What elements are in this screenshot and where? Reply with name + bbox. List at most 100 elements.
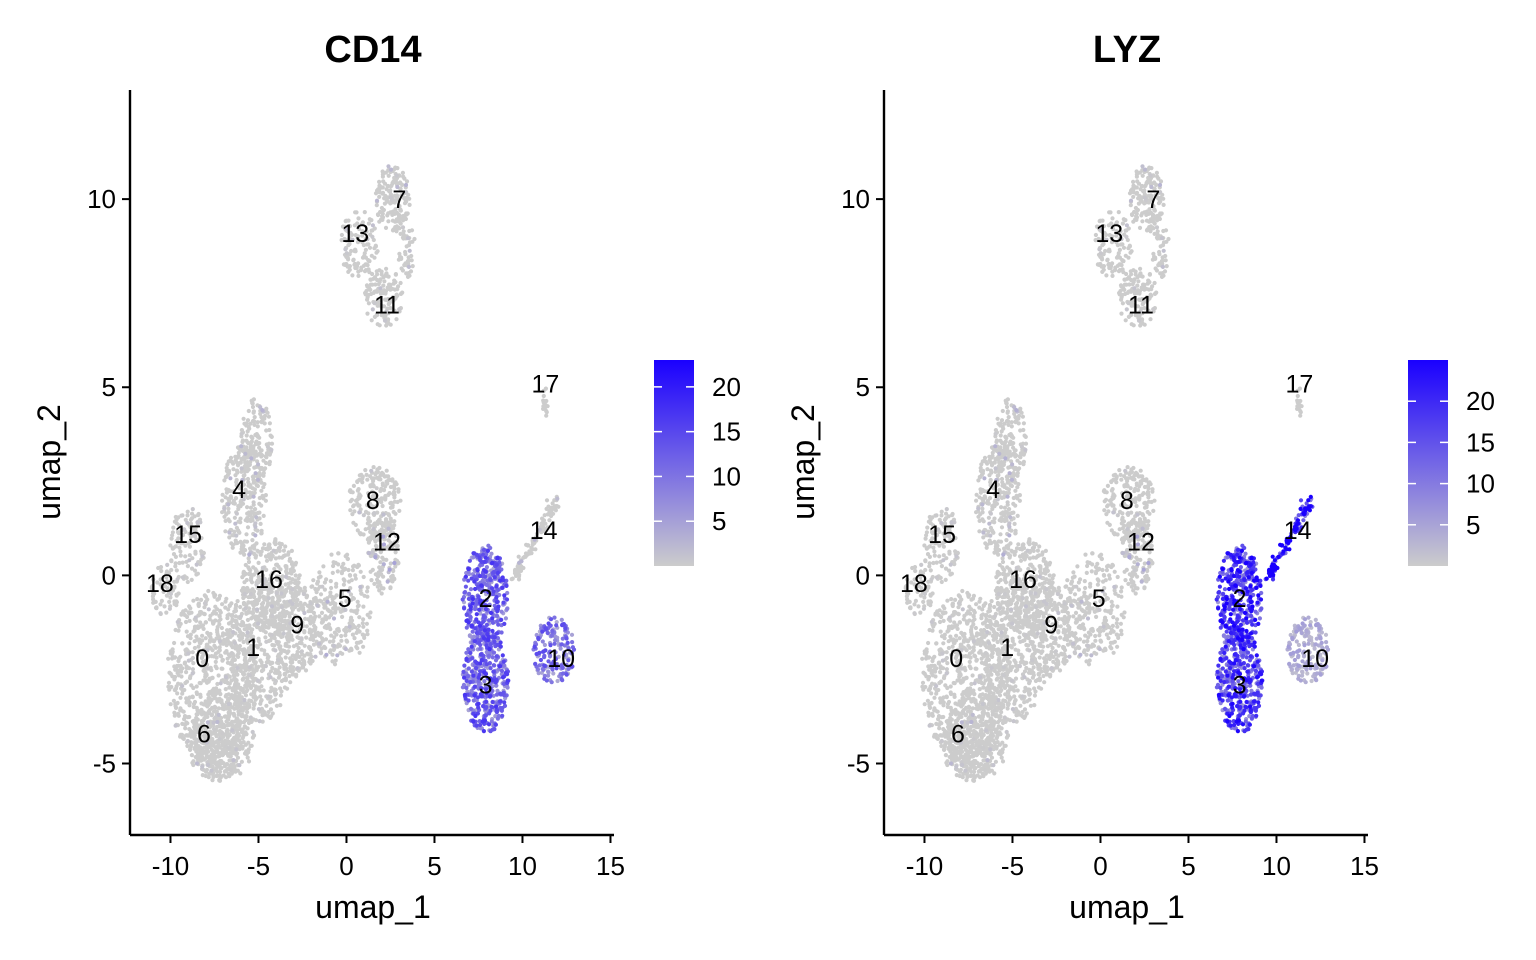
cell-point bbox=[182, 660, 188, 665]
cell-point bbox=[200, 633, 205, 638]
cell-point bbox=[373, 548, 378, 553]
cell-point bbox=[949, 597, 954, 602]
cell-point bbox=[283, 589, 289, 594]
cell-point bbox=[941, 727, 946, 732]
cell-point bbox=[365, 589, 370, 594]
cell-point bbox=[228, 634, 233, 640]
cell-point bbox=[334, 593, 339, 598]
cell-point bbox=[333, 601, 338, 606]
cell-point bbox=[177, 523, 182, 528]
cell-point bbox=[385, 183, 391, 189]
cell-point bbox=[287, 673, 292, 679]
cell-point bbox=[388, 306, 393, 311]
cell-point bbox=[217, 777, 222, 782]
cell-point bbox=[516, 554, 521, 559]
cell-point bbox=[233, 769, 238, 774]
cell-point bbox=[303, 616, 308, 621]
cell-point bbox=[391, 531, 396, 536]
cell-point bbox=[496, 622, 501, 627]
cell-point bbox=[248, 505, 253, 510]
cell-point bbox=[498, 640, 503, 645]
cell-point bbox=[262, 648, 267, 653]
cell-point bbox=[364, 288, 369, 294]
cell-point bbox=[233, 608, 239, 614]
cell-point bbox=[249, 434, 254, 439]
cell-point bbox=[254, 643, 259, 649]
cell-point bbox=[259, 488, 264, 493]
cell-point bbox=[370, 223, 375, 228]
cell-point bbox=[255, 433, 260, 438]
cell-point bbox=[490, 616, 495, 621]
cell-point bbox=[251, 634, 256, 639]
cell-point bbox=[377, 279, 382, 285]
cell-point bbox=[255, 615, 260, 620]
cell-point bbox=[386, 219, 391, 224]
cell-point bbox=[207, 771, 212, 777]
cell-point bbox=[311, 642, 317, 647]
cell-point bbox=[281, 627, 286, 632]
cell-point bbox=[188, 539, 193, 545]
cell-point bbox=[228, 455, 234, 460]
cell-point bbox=[204, 767, 209, 773]
cell-point bbox=[393, 550, 398, 555]
cell-point bbox=[527, 551, 532, 556]
cell-point bbox=[462, 590, 467, 595]
cell-point bbox=[209, 752, 214, 757]
cell-point bbox=[258, 611, 263, 616]
cell-point bbox=[500, 705, 505, 711]
cell-point bbox=[186, 658, 191, 663]
cell-point bbox=[460, 597, 465, 602]
cell-point bbox=[232, 501, 237, 506]
cell-point bbox=[318, 650, 323, 655]
cell-point bbox=[409, 228, 415, 233]
x-tick-label: 15 bbox=[596, 851, 625, 881]
cell-point bbox=[380, 503, 385, 509]
cell-point bbox=[200, 554, 205, 559]
cell-point bbox=[359, 472, 364, 477]
cell-point bbox=[236, 450, 241, 455]
cell-point bbox=[241, 740, 246, 745]
cell-point bbox=[216, 619, 221, 624]
cell-point bbox=[519, 559, 524, 564]
cell-point bbox=[216, 740, 221, 745]
cell-point bbox=[243, 714, 248, 719]
x-tick-label: 5 bbox=[427, 851, 441, 881]
cell-point bbox=[260, 623, 265, 629]
cell-point bbox=[339, 600, 344, 606]
y-tick-label: -5 bbox=[93, 749, 116, 779]
cell-point bbox=[215, 750, 220, 755]
cell-point bbox=[478, 661, 483, 666]
cell-point bbox=[547, 511, 552, 516]
cell-point bbox=[371, 290, 376, 295]
cell-point bbox=[273, 648, 278, 653]
cell-point bbox=[290, 637, 295, 642]
cell-point bbox=[296, 622, 301, 627]
cell-point bbox=[218, 610, 223, 615]
cell-point bbox=[259, 676, 265, 681]
cell-point bbox=[246, 480, 251, 485]
cell-point bbox=[186, 651, 191, 656]
cell-point bbox=[215, 681, 220, 687]
cell-point bbox=[175, 577, 180, 582]
cell-point bbox=[311, 578, 316, 583]
cell-point bbox=[189, 740, 194, 745]
cell-point bbox=[247, 490, 252, 495]
cell-point bbox=[350, 632, 355, 637]
cell-point bbox=[220, 633, 225, 638]
cell-point bbox=[398, 280, 403, 286]
cell-point bbox=[393, 177, 399, 183]
cluster-label: 3 bbox=[479, 671, 493, 699]
cell-point bbox=[502, 621, 507, 627]
cell-point bbox=[261, 513, 266, 519]
cell-point bbox=[179, 612, 184, 617]
cell-point bbox=[210, 648, 215, 653]
cell-point bbox=[297, 659, 302, 665]
cell-point bbox=[158, 565, 164, 570]
cluster-label: 17 bbox=[531, 370, 559, 398]
cell-point bbox=[482, 718, 488, 723]
cell-point bbox=[489, 551, 494, 556]
cell-point bbox=[242, 591, 247, 597]
cell-point bbox=[217, 696, 222, 702]
cell-point bbox=[175, 540, 181, 545]
cell-point bbox=[178, 549, 183, 554]
